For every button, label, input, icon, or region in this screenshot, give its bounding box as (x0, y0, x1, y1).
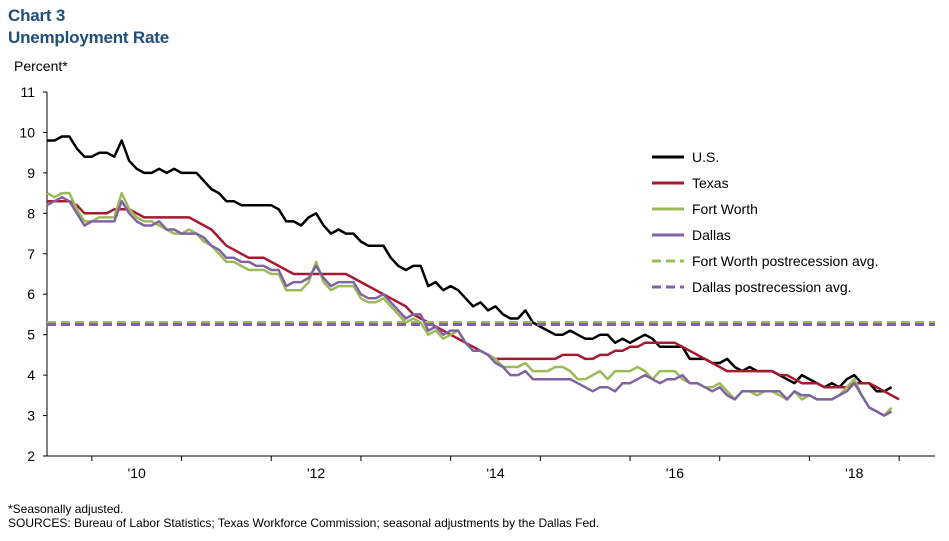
y-axis-label: Percent* (14, 58, 68, 74)
chart-title: Unemployment Rate (8, 28, 169, 47)
u-s-series-line (47, 135, 893, 393)
y-tick-label: 10 (19, 124, 35, 140)
legend-label-texas: Texas (692, 175, 729, 191)
x-tick-label: '10 (128, 465, 146, 481)
legend-label-fort-worth-postrecession-avg: Fort Worth postrecession avg. (692, 253, 878, 269)
y-tick-label: 7 (27, 246, 35, 262)
y-tick-label: 3 (27, 408, 35, 424)
y-tick-label: 4 (27, 367, 35, 383)
y-tick-label: 11 (20, 84, 35, 100)
x-tick-label: '18 (845, 465, 863, 481)
x-tick-label: '12 (307, 465, 325, 481)
legend-label-dallas-postrecession-avg: Dallas postrecession avg. (692, 279, 852, 295)
chart-number: Chart 3 (8, 6, 66, 25)
y-tick-label: 9 (27, 165, 35, 181)
x-tick-label: '16 (666, 465, 684, 481)
texas-series-line (47, 199, 900, 401)
x-tick-label: '14 (486, 465, 504, 481)
y-tick-label: 8 (27, 205, 35, 221)
chart-title-block: Chart 3 Unemployment Rate (8, 5, 169, 49)
legend-label-fort-worth: Fort Worth (692, 201, 758, 217)
y-tick-label: 6 (27, 286, 35, 302)
y-tick-label: 2 (27, 448, 35, 464)
chart-notes: *Seasonally adjusted. SOURCES: Bureau of… (8, 502, 599, 530)
fort-worth-series-line (46, 191, 893, 417)
sources-note: SOURCES: Bureau of Labor Statistics; Tex… (8, 516, 600, 530)
footnote: *Seasonally adjusted. (8, 502, 124, 516)
y-tick-label: 5 (27, 327, 35, 343)
legend-label-u-s: U.S. (692, 149, 719, 165)
dallas-series-line (46, 195, 893, 417)
legend-label-dallas: Dallas (692, 227, 731, 243)
